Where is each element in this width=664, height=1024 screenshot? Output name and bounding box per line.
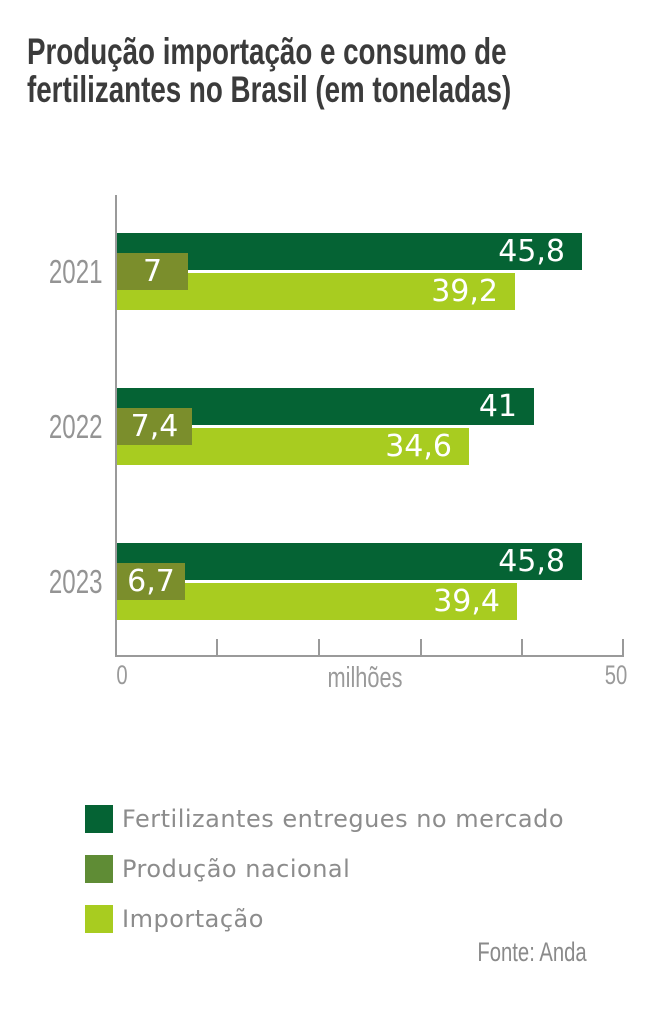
legend-item-producao: Produção nacional bbox=[85, 855, 350, 883]
legend-label: Produção nacional bbox=[122, 855, 351, 883]
bar-producao-2022: 7,4 bbox=[117, 408, 192, 445]
bar-value-label: 45,8 bbox=[498, 544, 565, 579]
bar-mercado-2021: 45,8 bbox=[117, 233, 582, 270]
bar-value-label: 7,4 bbox=[130, 409, 179, 444]
axis-tick-50 bbox=[622, 639, 624, 655]
x-axis-line bbox=[115, 655, 624, 657]
bar-producao-2023: 6,7 bbox=[117, 563, 185, 600]
chart-title-line1: Produção importação e consumo de bbox=[27, 31, 507, 72]
year-label-2021: 2021 bbox=[48, 252, 103, 290]
legend-label: Importação bbox=[122, 905, 264, 933]
bar-value-label: 45,8 bbox=[498, 234, 565, 269]
legend-swatch-dark-green bbox=[85, 805, 113, 833]
legend-swatch-olive-green bbox=[85, 855, 113, 883]
axis-tick-20 bbox=[318, 639, 320, 655]
bar-importacao-2022: 34,6 bbox=[117, 428, 469, 465]
axis-tick-40 bbox=[521, 639, 523, 655]
bar-group-2021: 2021 45,8 7 39,2 bbox=[49, 233, 657, 310]
legend-item-importacao: Importação bbox=[85, 905, 264, 933]
source-credit: Fonte: Anda bbox=[477, 937, 587, 967]
axis-tick-10 bbox=[216, 639, 218, 655]
bar-value-label: 39,2 bbox=[431, 274, 498, 309]
bar-group-2022: 2022 41 7,4 34,6 bbox=[49, 388, 657, 465]
legend-item-mercado: Fertilizantes entregues no mercado bbox=[85, 805, 564, 833]
chart-title: Produção importação e consumo de fertili… bbox=[27, 33, 511, 109]
bar-value-label: 34,6 bbox=[385, 429, 452, 464]
axis-tick-30 bbox=[420, 639, 422, 655]
legend-label: Fertilizantes entregues no mercado bbox=[122, 805, 565, 833]
bar-value-label: 39,4 bbox=[433, 584, 500, 619]
x-axis-unit-label: milhões bbox=[327, 662, 403, 694]
x-tick-label-zero: 0 bbox=[116, 660, 128, 690]
bar-group-2023: 2023 45,8 6,7 39,4 bbox=[49, 543, 657, 620]
bar-mercado-2023: 45,8 bbox=[117, 543, 582, 580]
x-tick-label-fifty: 50 bbox=[604, 660, 628, 690]
bar-producao-2021: 7 bbox=[117, 253, 188, 290]
legend-swatch-light-green bbox=[85, 905, 113, 933]
bar-value-label: 7 bbox=[142, 254, 163, 289]
bar-value-label: 41 bbox=[478, 389, 517, 424]
chart-title-line2: fertilizantes no Brasil (em toneladas) bbox=[27, 69, 512, 110]
bar-value-label: 6,7 bbox=[127, 564, 175, 599]
year-label-2023: 2023 bbox=[48, 562, 103, 600]
year-label-2022: 2022 bbox=[48, 407, 103, 445]
y-axis-line bbox=[115, 195, 117, 657]
